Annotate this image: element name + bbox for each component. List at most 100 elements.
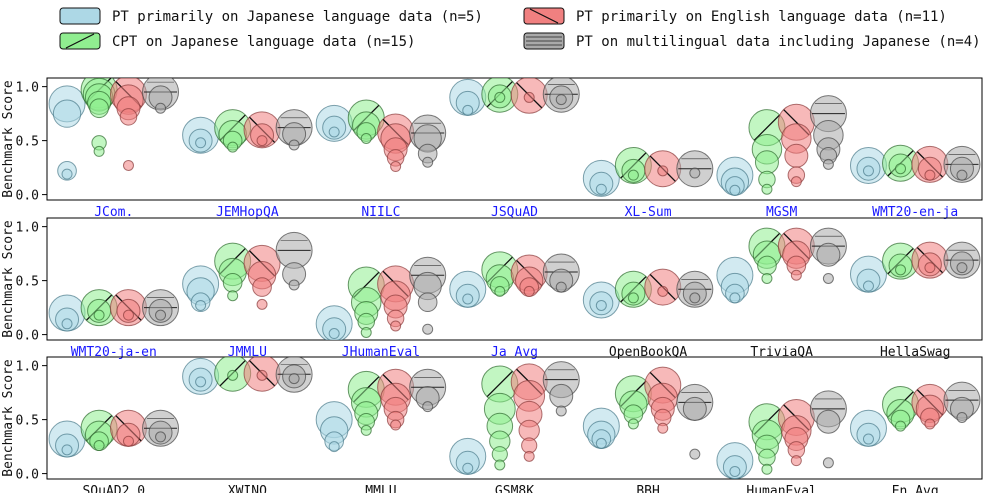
point-marker — [494, 459, 506, 471]
point-en — [657, 165, 669, 177]
point-cpt — [89, 98, 109, 119]
point-marker — [462, 462, 474, 474]
point-jp — [61, 318, 73, 330]
x-tick-label: Ja Avg — [491, 345, 538, 360]
point-ml — [555, 281, 567, 293]
point-en — [256, 298, 268, 310]
point-marker — [89, 98, 109, 119]
point-marker — [494, 91, 506, 103]
y-axis-label: Benchmark Score — [1, 220, 16, 338]
panel-marks — [48, 78, 981, 197]
point-jp — [328, 126, 340, 138]
point-en — [122, 435, 134, 447]
point-marker — [757, 255, 777, 276]
legend-swatch-jp — [59, 7, 101, 25]
point-marker — [924, 418, 936, 430]
y-tick-label: 0.5 — [16, 414, 39, 429]
point-en — [924, 262, 936, 274]
point-marker — [790, 269, 802, 281]
point-en — [924, 169, 936, 181]
point-cpt — [895, 163, 907, 175]
point-marker — [595, 437, 607, 449]
point-marker — [816, 242, 841, 267]
point-marker — [195, 299, 207, 311]
point-ml — [816, 242, 841, 267]
point-cpt — [93, 309, 105, 321]
point-marker — [122, 435, 134, 447]
point-en — [390, 161, 402, 173]
point-marker — [256, 369, 268, 381]
point-ml — [956, 411, 968, 423]
x-tick-label: MMLU — [365, 484, 396, 493]
point-marker — [627, 292, 639, 304]
point-en — [256, 369, 268, 381]
point-en — [523, 450, 535, 462]
point-marker — [328, 328, 340, 340]
point-en — [790, 455, 802, 467]
point-marker — [252, 277, 272, 297]
y-tick-label: 0.5 — [16, 135, 39, 150]
point-en — [119, 108, 138, 126]
point-marker — [862, 280, 874, 292]
point-cpt — [754, 150, 779, 175]
point-marker — [61, 318, 73, 330]
point-en — [390, 419, 402, 431]
point-hatch — [486, 370, 513, 398]
point-jp — [862, 165, 874, 177]
point-marker — [462, 104, 474, 116]
point-cpt — [761, 272, 773, 284]
legend-item-ml: PT on multilingual data including Japane… — [523, 32, 981, 50]
point-marker — [956, 262, 968, 274]
point-ml — [155, 431, 167, 443]
category-HellaSwag — [849, 241, 981, 293]
point-marker — [595, 183, 607, 195]
x-tick-label: JHumanEval — [342, 345, 420, 360]
point-marker — [689, 292, 701, 304]
x-tick-label: HellaSwag — [880, 345, 950, 360]
category-XWINO — [182, 357, 313, 395]
panel-frame — [46, 356, 983, 480]
x-tick-label: TriviaQA — [750, 345, 813, 360]
point-marker — [52, 99, 82, 128]
y-tick-label: 1.0 — [16, 360, 39, 375]
point-marker — [761, 183, 773, 195]
point-jp — [195, 376, 207, 388]
category-SQuAD2.0 — [48, 409, 180, 458]
point-ml — [555, 94, 567, 106]
point-marker — [93, 309, 105, 321]
point-marker — [360, 132, 372, 144]
legend-label-en: PT primarily on English language data (n… — [576, 9, 947, 25]
point-cpt — [227, 369, 239, 381]
point-marker — [360, 424, 372, 436]
point-marker — [822, 158, 834, 170]
x-tick-label: JMMLU — [228, 345, 267, 360]
point-ml — [288, 139, 300, 151]
point-en — [657, 285, 669, 297]
point-ml — [689, 292, 701, 304]
point-marker — [288, 373, 300, 385]
point-jp — [729, 292, 741, 304]
category-BBH — [582, 366, 714, 460]
point-en — [256, 135, 268, 147]
point-jp — [462, 462, 474, 474]
point-en — [790, 176, 802, 188]
point-jp — [328, 328, 340, 340]
point-marker — [328, 126, 340, 138]
legend-label-cpt: CPT on Japanese language data (n=15) — [112, 34, 415, 50]
point-cpt — [761, 183, 773, 195]
legend-item-cpt: CPT on Japanese language data (n=15) — [59, 32, 415, 50]
point-cpt — [895, 264, 907, 276]
point-en — [122, 309, 134, 321]
category-JSQuAD — [449, 78, 580, 116]
x-tick-label: OpenBookQA — [609, 345, 687, 360]
point-jp — [595, 183, 607, 195]
y-tick-label: 0.0 — [16, 189, 39, 204]
point-en — [390, 320, 402, 332]
point-marker — [822, 272, 834, 284]
point-jp — [462, 293, 474, 305]
point-cpt — [227, 141, 239, 153]
point-marker — [657, 422, 669, 434]
point-en — [784, 143, 809, 168]
